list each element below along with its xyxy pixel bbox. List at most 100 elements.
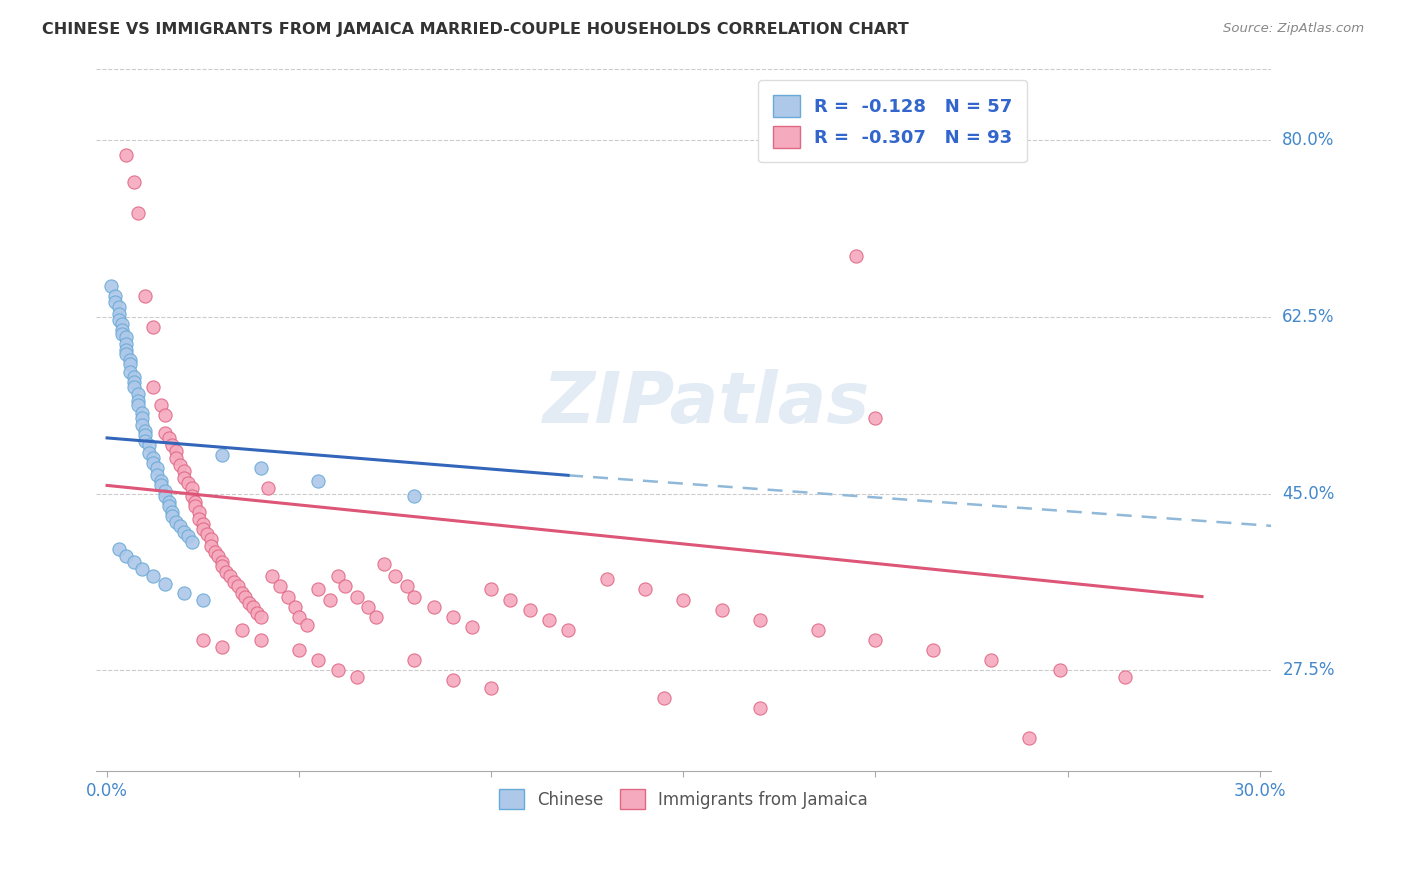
Point xyxy=(384,569,406,583)
Point xyxy=(200,532,222,546)
Point xyxy=(211,559,233,574)
Point xyxy=(131,562,153,576)
Text: 80.0%: 80.0% xyxy=(1282,131,1334,149)
Point xyxy=(115,343,138,357)
Point xyxy=(422,599,444,614)
Point xyxy=(180,489,202,503)
Point xyxy=(249,633,271,648)
Point xyxy=(177,529,200,543)
Point xyxy=(153,577,176,591)
Point xyxy=(461,620,484,634)
Point xyxy=(127,205,149,219)
Point xyxy=(219,569,242,583)
Point xyxy=(211,640,233,654)
Point xyxy=(595,573,617,587)
Point xyxy=(153,484,176,499)
Point xyxy=(107,307,129,321)
Point xyxy=(115,549,138,563)
Point xyxy=(231,585,253,599)
Point xyxy=(373,558,395,572)
Point xyxy=(277,590,299,604)
Text: ZIPatlas: ZIPatlas xyxy=(543,369,870,438)
Point xyxy=(104,289,127,303)
Point xyxy=(122,370,145,384)
Text: 27.5%: 27.5% xyxy=(1282,661,1334,680)
Point xyxy=(122,555,145,569)
Point xyxy=(557,623,579,637)
Point xyxy=(134,424,156,438)
Point xyxy=(1049,663,1071,677)
Point xyxy=(142,456,165,470)
Point xyxy=(652,690,675,705)
Point xyxy=(169,458,191,473)
Point xyxy=(138,446,160,460)
Point xyxy=(134,428,156,442)
Text: 45.0%: 45.0% xyxy=(1282,484,1334,502)
Point xyxy=(120,357,142,371)
Point xyxy=(115,347,138,361)
Point xyxy=(441,609,464,624)
Point xyxy=(131,406,153,420)
Point xyxy=(519,603,541,617)
Point xyxy=(235,590,257,604)
Point xyxy=(404,489,426,503)
Point xyxy=(537,613,560,627)
Point xyxy=(246,606,269,620)
Point xyxy=(122,376,145,390)
Point xyxy=(207,549,229,563)
Point xyxy=(177,476,200,491)
Point xyxy=(1114,670,1136,684)
Point xyxy=(346,670,368,684)
Point xyxy=(127,393,149,408)
Point xyxy=(479,681,502,695)
Point xyxy=(249,461,271,475)
Point xyxy=(127,387,149,401)
Point xyxy=(120,365,142,379)
Point xyxy=(710,603,733,617)
Point xyxy=(404,590,426,604)
Point xyxy=(115,330,138,344)
Point xyxy=(188,512,211,526)
Point xyxy=(131,410,153,425)
Point xyxy=(195,527,218,541)
Point xyxy=(288,643,311,657)
Point xyxy=(162,505,184,519)
Point xyxy=(162,508,184,523)
Point xyxy=(111,317,134,331)
Point xyxy=(922,643,945,657)
Point xyxy=(269,579,291,593)
Point xyxy=(122,175,145,189)
Point xyxy=(749,613,772,627)
Point xyxy=(262,569,284,583)
Point xyxy=(142,380,165,394)
Point xyxy=(204,545,226,559)
Point xyxy=(865,410,887,425)
Point xyxy=(173,471,195,485)
Point xyxy=(149,478,172,492)
Point xyxy=(211,448,233,462)
Point xyxy=(162,438,184,452)
Point xyxy=(173,585,195,599)
Point xyxy=(184,499,207,513)
Point xyxy=(146,461,169,475)
Point xyxy=(980,653,1002,667)
Point xyxy=(115,148,138,162)
Point xyxy=(326,569,349,583)
Point xyxy=(111,326,134,341)
Point xyxy=(138,438,160,452)
Point xyxy=(142,319,165,334)
Point xyxy=(634,582,657,597)
Point xyxy=(307,653,329,667)
Point xyxy=(215,566,238,580)
Point xyxy=(499,592,522,607)
Point xyxy=(153,425,176,440)
Point xyxy=(115,337,138,351)
Point xyxy=(307,475,329,489)
Point xyxy=(288,609,311,624)
Legend: Chinese, Immigrants from Jamaica: Chinese, Immigrants from Jamaica xyxy=(492,782,875,816)
Point xyxy=(153,489,176,503)
Point xyxy=(346,590,368,604)
Point xyxy=(188,505,211,519)
Point xyxy=(672,592,695,607)
Point xyxy=(107,300,129,314)
